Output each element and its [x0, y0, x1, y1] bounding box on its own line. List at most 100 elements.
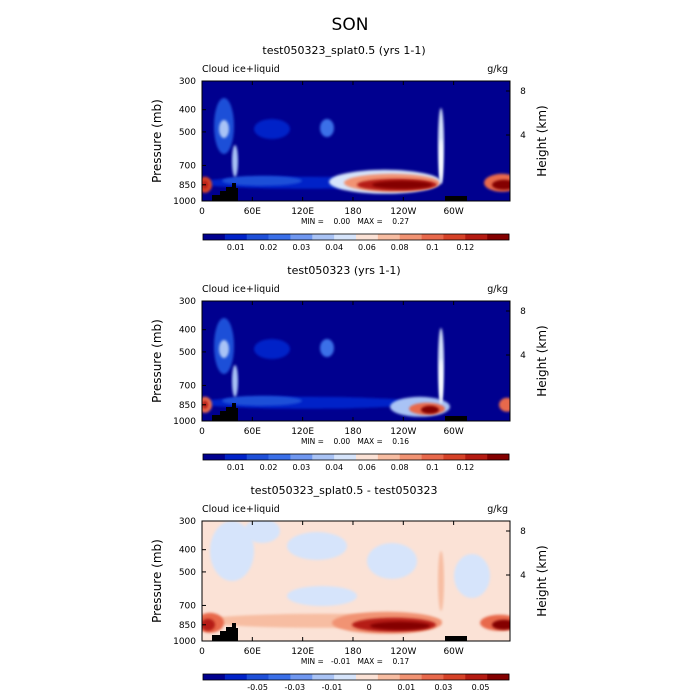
colorbar-label: 0.05 [472, 683, 490, 692]
colorbar-swatch [224, 674, 248, 680]
y-right-axis-label: Height (km) [535, 325, 549, 396]
x-tick-label: 60W [443, 647, 463, 657]
colorbar-label: 0.1 [426, 463, 439, 472]
y-right-tick-label: 8 [520, 307, 526, 317]
colorbar-swatch [203, 454, 226, 460]
y-tick-label: 400 [179, 546, 196, 556]
orographic-column [232, 365, 238, 397]
x-tick-label: 120W [390, 207, 416, 217]
colorbar-label: 0.08 [391, 243, 409, 252]
y-tick-label: 500 [179, 348, 196, 358]
atlantic-positive-core [492, 619, 510, 630]
colorbar-swatch [290, 674, 313, 680]
y-tick-label: 400 [179, 106, 196, 116]
x-tick-label: 60E [244, 647, 261, 657]
colorbar-swatch [421, 454, 444, 460]
y-tick-label: 300 [179, 77, 196, 87]
units-label: g/kg [487, 284, 508, 295]
colorbar-label: 0.04 [325, 243, 343, 252]
topography [212, 403, 238, 421]
min-max-stats: MIN = 0.00 MAX = 0.16 [301, 437, 409, 446]
colorbar-label: 0.03 [292, 463, 310, 472]
plot-frame [201, 300, 511, 422]
colorbar-label: 0.03 [435, 683, 453, 692]
y-tick-label: 850 [179, 621, 196, 631]
colorbar-swatch [443, 454, 466, 460]
andes-core [439, 359, 443, 403]
colorbar-swatch [312, 454, 335, 460]
y-axis-label: Pressure (mb) [150, 99, 164, 183]
topography [445, 636, 467, 641]
y-right-tick-label: 8 [520, 527, 526, 537]
panel-title: test050323 (yrs 1-1) [287, 264, 400, 277]
colorbar-swatch [421, 234, 444, 240]
colorbar-swatch [334, 674, 357, 680]
andes-column [438, 551, 444, 611]
colorbar-swatch [421, 674, 444, 680]
x-tick-label: 120E [291, 427, 314, 437]
panel-1: test050323_splat0.5 (yrs 1-1) Cloud ice+l… [150, 44, 549, 252]
colorbar-label: 0.04 [325, 463, 343, 472]
colorbar-swatch [268, 234, 291, 240]
field-contours [202, 81, 510, 201]
cloud-band [222, 175, 302, 186]
x-tick-label: 0 [199, 427, 205, 437]
y-right-axis-label: Height (km) [535, 545, 549, 616]
colorbar-label: 0.01 [227, 463, 245, 472]
min-max-stats: MIN = -0.01 MAX = 0.17 [301, 657, 410, 666]
colorbar-swatch [487, 454, 510, 460]
negative-region [287, 586, 357, 606]
variable-label: Cloud ice+liquid [202, 284, 280, 295]
colorbar-swatch [290, 234, 313, 240]
colorbar-swatch [246, 234, 269, 240]
colorbar-swatch [356, 674, 379, 680]
colorbar-label: 0 [367, 683, 372, 692]
upper-cloud [254, 339, 290, 359]
colorbar-label: 0.12 [456, 243, 474, 252]
y-tick-label: 1000 [173, 637, 196, 647]
panel-3: test050323_splat0.5 - test050323 Cloud ic… [150, 484, 549, 692]
colorbar-swatch [399, 234, 422, 240]
colorbar-swatch [312, 234, 335, 240]
page-title: SON [332, 15, 369, 35]
atlantic-core [492, 179, 510, 190]
y-tick-label: 400 [179, 326, 196, 336]
colorbar-swatch [356, 454, 379, 460]
colorbar-frame [202, 673, 510, 681]
x-tick-label: 180 [344, 647, 361, 657]
convective-core [219, 340, 229, 358]
colorbar-swatch [399, 454, 422, 460]
positive-deck-max [370, 621, 430, 630]
y-tick-label: 500 [179, 128, 196, 138]
colorbar-label: 0.03 [292, 243, 310, 252]
colorbar-swatch [203, 674, 226, 680]
colorbar-swatch [268, 674, 291, 680]
topography [212, 623, 238, 641]
positive-core [202, 618, 215, 631]
colorbar-swatch [246, 454, 269, 460]
x-tick-label: 0 [199, 647, 205, 657]
colorbar-swatch [465, 674, 488, 680]
atlantic-deck [499, 397, 510, 412]
topography [212, 183, 238, 201]
colorbar-swatch [443, 234, 466, 240]
colorbar-label: 0.12 [456, 463, 474, 472]
colorbar-label: 0.01 [227, 243, 245, 252]
andes-core [439, 139, 443, 183]
negative-region [367, 543, 417, 579]
colorbar-label: 0.08 [391, 463, 409, 472]
negative-region [210, 521, 254, 581]
cloud-band [222, 395, 302, 406]
x-tick-label: 180 [344, 207, 361, 217]
x-tick-label: 60W [443, 427, 463, 437]
colorbar-label: -0.01 [322, 683, 343, 692]
panel-title: test050323_splat0.5 (yrs 1-1) [262, 44, 425, 57]
colorbar-swatch [487, 234, 510, 240]
colorbar-label: 0.06 [358, 243, 376, 252]
colorbar-swatch [290, 454, 313, 460]
x-tick-label: 120E [291, 647, 314, 657]
y-tick-label: 1000 [173, 197, 196, 207]
topography [445, 416, 467, 421]
units-label: g/kg [487, 504, 508, 515]
